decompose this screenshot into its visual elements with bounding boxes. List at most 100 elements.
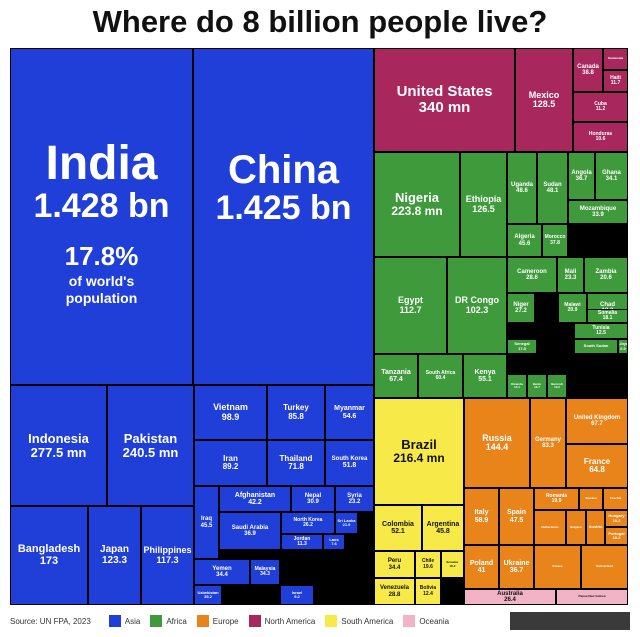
legend-label-africa: Africa	[166, 616, 187, 626]
tile-value: 19.6	[423, 563, 433, 570]
tile-value: 1.425 bn	[215, 189, 352, 227]
legend: Source: UN FPA, 2023 Asia Africa Europe …	[10, 610, 630, 632]
tile-label: France	[583, 456, 611, 466]
tile-angola: Angola 36.7	[568, 152, 595, 200]
tile-value: 48.1	[546, 188, 559, 194]
legend-label-asia: Asia	[124, 616, 141, 626]
tile-value: 64.8	[589, 465, 605, 474]
tile-label: South Africa	[425, 369, 456, 376]
tile-north-korea: North Korea 26.2	[281, 512, 335, 534]
legend-label-europe: Europe	[212, 616, 239, 626]
tile-label: South Korea	[331, 456, 368, 463]
tile-label: Canada	[577, 63, 599, 70]
tile-label: Angola	[571, 169, 592, 176]
legend-swatch-europe	[196, 615, 209, 627]
tile-label: Kenya	[474, 368, 496, 376]
tile-value: 37.8	[550, 239, 560, 246]
tile-afghanistan: Afghanistan 42.2	[219, 486, 291, 512]
tile-value: 23.2	[348, 499, 361, 505]
tile-poland: Poland 41	[464, 545, 499, 589]
tile-value: 89.2	[222, 462, 239, 471]
tile-thailand: Thailand 71.8	[267, 440, 325, 486]
tile-value: 36.7	[575, 176, 588, 182]
tile-label: Ecuador	[446, 560, 459, 565]
tile-india: India 1.428 bn 17.8% of world's population	[10, 48, 193, 385]
tile-label: Russia	[482, 432, 512, 443]
tile-tunisia: Tunisia 12.5	[574, 323, 628, 339]
tile-rwanda: Rwanda 14.1	[507, 374, 527, 398]
tile-label: United Kingdom	[573, 414, 621, 421]
tile-label: Malaysia	[254, 565, 276, 572]
tile-ukraine: Ukraine 36.7	[499, 545, 534, 589]
tile-south-africa: South Africa 60.4	[418, 354, 463, 398]
tile-label: Pakistan	[123, 430, 178, 446]
india-share-percent: 17.8%	[64, 241, 139, 272]
population-treemap: India 1.428 bn 17.8% of world's population Ch…	[10, 48, 628, 605]
tile-australia: Australia 26.4	[464, 589, 556, 605]
tile-value: 216.4 mn	[393, 451, 445, 466]
tile-label: Israel	[291, 589, 303, 595]
tile-turkey: Turkey 85.8	[267, 385, 325, 440]
tile-label: North Korea	[293, 516, 323, 523]
tile-label: Algeria	[514, 234, 535, 241]
tile-label: China	[227, 148, 340, 192]
legend-label-south-america: South America	[341, 616, 394, 626]
tile-senegal: Senegal 17.8	[507, 339, 537, 354]
tile-value: 34.1	[605, 176, 618, 182]
tile-mexico: Mexico 128.5	[515, 48, 573, 152]
tile-value: 33.9	[592, 212, 604, 218]
tile-label: Belgium	[570, 524, 582, 529]
tile-malaysia: Malaysia 34.3	[250, 559, 280, 585]
tile-dr-congo: DR Congo 102.3	[447, 257, 507, 354]
tile-value: 112.7	[399, 304, 422, 315]
tile-value: 23.3	[564, 275, 577, 281]
tile-indonesia: Indonesia 277.5 mn	[10, 385, 107, 506]
tile-label: Austria	[588, 524, 603, 530]
tile-label: Ghana	[602, 169, 621, 176]
tile-myanmar: Myanmar 54.6	[325, 385, 374, 440]
tile-label: DR Congo	[455, 295, 499, 306]
tile-label: Jordan	[293, 535, 311, 542]
tile-value: 13.2	[554, 385, 560, 389]
tile-label: Mali	[564, 268, 577, 275]
legend-item-africa: Africa	[150, 615, 187, 627]
tile-label: Mexico	[528, 89, 560, 100]
tile-label: Uzbekistan	[197, 589, 219, 595]
tile-value: 21.9	[342, 522, 351, 527]
tile-value: 26.4	[504, 597, 516, 603]
tile-label: Brazil	[401, 437, 437, 453]
tile-value: 83.3	[542, 443, 554, 449]
tile-value: 10.2	[612, 517, 621, 523]
tile-united-kingdom: United Kingdom 67.7	[566, 398, 628, 444]
tile-benin: Benin 13.7	[527, 374, 547, 398]
tile-value: 27.2	[515, 308, 527, 314]
tile-value: 1.428 bn	[33, 187, 170, 226]
tile-label: Portugal	[608, 530, 625, 536]
tile-south-korea: South Korea 51.8	[325, 440, 374, 486]
tile-label: Czechia	[609, 496, 622, 501]
tile-value: 117.3	[156, 554, 179, 565]
tile-pakistan: Pakistan 240.5 mn	[107, 385, 194, 506]
tile-value: 123.3	[101, 554, 128, 566]
tile-value: 9.2	[294, 594, 300, 599]
legend-swatch-oceania	[403, 615, 416, 627]
tile-value: 45.8	[436, 528, 450, 535]
tile-value: 17.8	[518, 345, 526, 351]
tile-cameroon: Cameroon 28.6	[507, 257, 557, 293]
tile-value: 30.9	[307, 499, 319, 505]
legend-item-oceania: Oceania	[403, 615, 449, 627]
tile-value: 34.3	[260, 571, 270, 577]
tile-value: 28.8	[388, 591, 401, 598]
tile-value: 48.6	[516, 188, 528, 194]
tile-value: 85.8	[288, 411, 304, 421]
tile-label: Burundi	[551, 381, 563, 386]
tile-label: Sweden	[585, 496, 597, 501]
tile-label: Morocco	[544, 234, 566, 241]
tile-label: Peru	[387, 558, 402, 565]
source-note: Source: UN FPA, 2023	[10, 616, 91, 626]
tile-value: 67.4	[389, 376, 403, 383]
tile-sudan: Sudan 48.1	[537, 152, 568, 224]
tile-label: Myanmar	[334, 405, 365, 413]
tile-label: Tanzania	[381, 368, 411, 376]
tile-label: Somalia	[597, 309, 618, 316]
